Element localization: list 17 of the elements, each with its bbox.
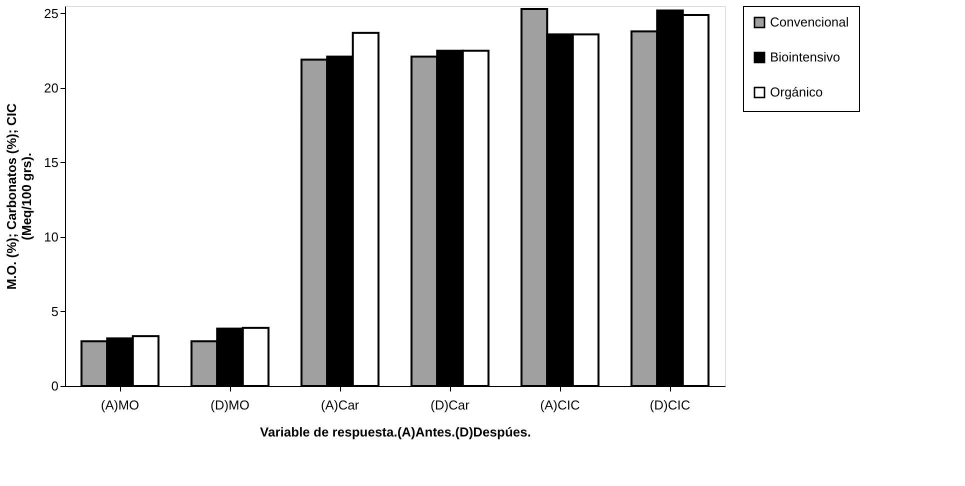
legend-label: Biointensivo: [770, 50, 840, 64]
y-tick-label: 20: [44, 80, 58, 96]
y-tick-label: 15: [44, 154, 58, 170]
y-tick-label: 25: [44, 6, 58, 21]
y-tick-label: 10: [44, 229, 58, 244]
x-tick-label: (A)Car: [320, 398, 360, 412]
x-tick-label: (D)MO: [210, 398, 250, 412]
legend-label: Orgánico: [770, 84, 823, 100]
x-tick-label: (A)MO: [100, 398, 140, 412]
x-tick-label: (A)CIC: [540, 398, 580, 412]
y-axis-title: M.O. (%); Carbonatos (%); CIC (Meq/100 grs).: [4, 102, 34, 290]
legend-label: Convencional: [770, 14, 849, 30]
y-tick-label: 0: [51, 378, 58, 394]
x-axis-title: Variable de respuesta.(A)Antes.(D)Despúes.: [260, 424, 531, 440]
y-tick-label: 5: [51, 304, 58, 319]
x-tick-label: (D)CIC: [650, 398, 690, 412]
x-tick-label: (D)Car: [430, 398, 470, 412]
